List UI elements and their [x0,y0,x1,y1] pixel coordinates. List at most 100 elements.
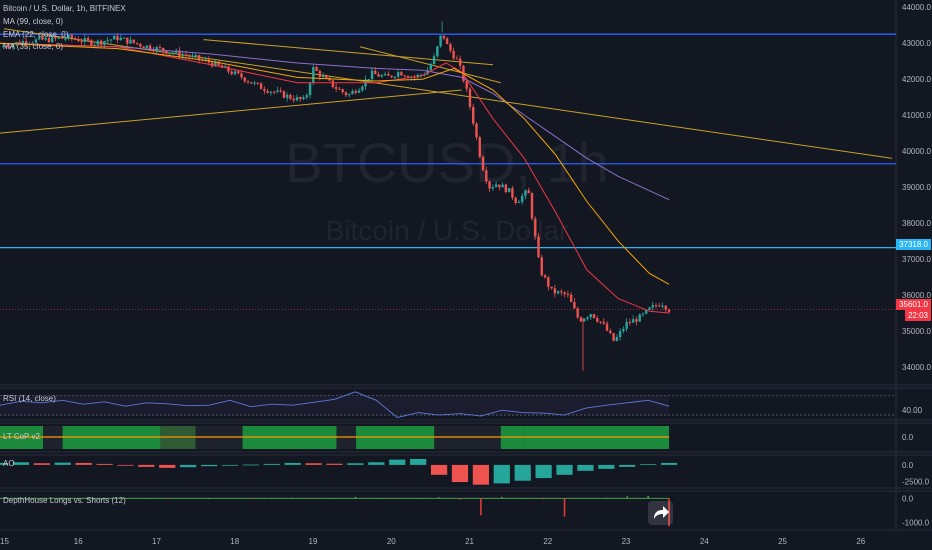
candle-body [165,51,168,54]
candle-body [514,197,517,203]
candle-body [132,39,136,43]
candle-body [615,337,619,341]
candle-body [21,41,25,44]
series-line-ma-99 [0,42,670,201]
candle-body [429,64,433,71]
candle-body [605,323,609,331]
candle-body [439,35,442,47]
candle-body [139,43,142,47]
series-line-ma-35 [0,42,670,285]
candle-body [654,305,658,307]
candle-body [73,38,77,40]
candle-body [374,70,377,75]
ao-tick-label: -2500.0 [902,477,930,486]
x-tick-label: 17 [152,537,161,546]
candle-body [586,317,589,319]
candle-body [308,83,312,96]
candle-body [527,190,530,194]
y-tick-label: 40000.0 [902,147,931,156]
candle-body [171,52,175,54]
candle-body [282,91,286,98]
x-tick-label: 16 [74,537,83,546]
candle-body [126,37,129,44]
candle-body [253,82,256,84]
ao-bar [54,462,71,465]
depthhouse-bar [250,498,252,499]
candle-body [367,79,371,81]
candle-body [122,37,126,39]
candle-body [651,305,654,308]
ao-bar [389,459,406,465]
depthhouse-bar [291,497,294,499]
candle-body [631,319,635,323]
candle-body [543,275,547,278]
depthhouse-bar [271,498,273,499]
legend-ma99[interactable]: MA (99, close, 0) [3,17,64,26]
candle-body [295,96,299,101]
ltcop-tick-label: 0.0 [902,433,914,442]
candle-body [625,321,628,329]
candle-body [504,184,508,193]
candle-body [658,305,661,307]
candle-body [638,314,641,322]
y-tick-label: 34000.0 [902,363,931,372]
candle-body [628,321,632,323]
candle-body [240,73,243,78]
candle-body [573,302,576,309]
rsi-pane-label[interactable]: RSI (14, close) [3,394,56,403]
candle-body [667,309,671,312]
ao-pane-label[interactable]: AO [3,459,15,468]
candle-body [70,34,74,39]
y-tick-label: 41000.0 [902,111,931,120]
watermark-name: Bitcoin / U.S. Dollar [326,215,569,246]
x-tick-label: 22 [543,537,552,546]
candle-body [155,47,158,52]
candle-body [485,170,488,182]
candle-body [2,46,5,48]
candle-body [507,188,511,193]
x-tick-label: 15 [0,537,9,546]
depthhouse-tick-label: 0.0 [902,494,914,503]
candle-body [158,47,162,49]
y-tick-label: 44000.0 [902,3,931,12]
depthhouse-pane-label[interactable]: DepthHouse Longs vs. Shorts (12) [3,496,126,505]
share-arrow-icon[interactable] [648,501,673,525]
y-tick-label: 38000.0 [902,219,931,228]
candle-body [168,52,171,54]
candle-body [237,71,240,74]
candle-body [432,56,436,65]
depthhouse-bar [542,498,545,500]
candle-body [524,190,527,196]
depthhouse-bar [0,498,1,499]
candle-body [390,75,393,78]
y-tick-label: 37000.0 [902,255,931,264]
candle-body [380,75,384,77]
candle-body [641,313,645,315]
depthhouse-bar [438,497,440,499]
depthhouse-bar [166,498,169,500]
candle-body [272,91,276,93]
ao-bar [430,464,448,475]
candle-body [233,71,237,75]
depthhouse-bar [41,498,43,499]
depthhouse-bar [417,498,419,499]
ltcop-pane-label[interactable]: LT CoP v2 [3,432,40,441]
candle-body [116,35,119,41]
candle-body [47,37,51,43]
y-tick-label: 39000.0 [902,183,931,192]
candle-body [11,44,15,48]
legend-ema22[interactable]: EMA (22, close, 0) [3,30,69,39]
y-tick-label: 36000.0 [902,291,931,300]
x-tick-label: 26 [856,537,865,546]
candle-body [148,45,152,50]
candle-body [403,75,406,77]
depthhouse-bar [103,498,106,499]
depthhouse-bar [584,497,587,499]
legend-ma35[interactable]: MA (35, close, 0) [3,42,64,51]
y-tick-label: 42000.0 [902,75,931,84]
candle-body [318,70,322,77]
candle-body [8,46,11,48]
ao-bar [96,463,113,465]
candle-body [592,314,596,319]
